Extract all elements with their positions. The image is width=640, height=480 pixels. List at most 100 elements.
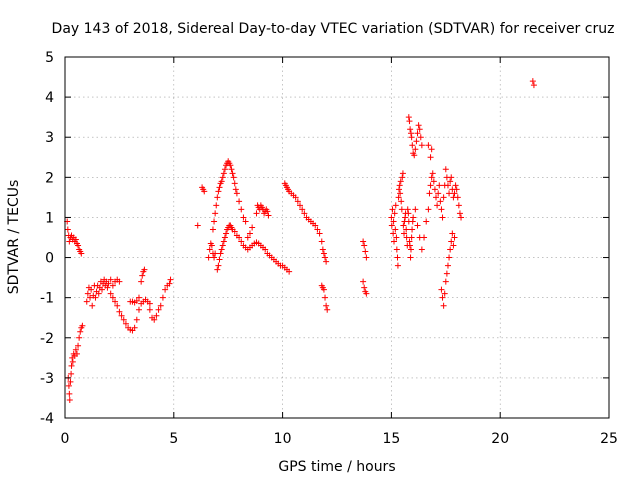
data-point: [438, 206, 445, 213]
data-point: [312, 222, 319, 229]
data-point: [431, 186, 438, 193]
data-point: [412, 146, 419, 153]
data-point: [213, 202, 220, 209]
data-point: [418, 246, 425, 253]
data-point: [393, 246, 400, 253]
data-point: [65, 382, 72, 389]
data-point: [122, 320, 129, 327]
data-point: [428, 146, 435, 153]
data-point: [447, 178, 454, 185]
data-point: [405, 210, 412, 217]
data-point: [406, 118, 413, 125]
data-point: [246, 230, 253, 237]
data-point: [76, 334, 83, 341]
y-tick-label: 4: [45, 90, 54, 106]
data-point: [446, 254, 453, 261]
data-point: [84, 290, 91, 297]
data-point: [322, 294, 329, 301]
data-point: [212, 250, 219, 257]
data-point: [221, 234, 228, 241]
data-point: [299, 206, 306, 213]
data-point: [218, 178, 225, 185]
data-point: [430, 178, 437, 185]
data-point: [444, 182, 451, 189]
data-point: [66, 238, 73, 245]
data-point: [216, 256, 223, 263]
data-point: [223, 230, 230, 237]
data-point: [401, 230, 408, 237]
data-point: [214, 266, 221, 273]
data-point: [230, 174, 237, 181]
data-point: [450, 242, 457, 249]
data-point: [443, 270, 450, 277]
data-point: [109, 294, 116, 301]
data-point: [423, 218, 430, 225]
data-point: [301, 210, 308, 217]
data-point: [363, 254, 370, 261]
data-point: [92, 294, 99, 301]
data-point: [394, 262, 401, 269]
data-point: [73, 350, 80, 357]
data-point: [220, 170, 227, 177]
data-point: [120, 316, 127, 323]
data-point: [231, 228, 238, 235]
data-point: [391, 210, 398, 217]
data-point: [253, 210, 260, 217]
data-point: [399, 170, 406, 177]
data-point: [405, 114, 412, 121]
data-point: [162, 286, 169, 293]
data-point: [146, 300, 153, 307]
data-point: [219, 242, 226, 249]
data-point: [421, 234, 428, 241]
data-point: [221, 166, 228, 173]
data-point: [396, 186, 403, 193]
chart-title: Day 143 of 2018, Sidereal Day-to-day VTE…: [52, 21, 615, 37]
data-point: [153, 312, 160, 319]
data-point: [265, 212, 272, 219]
x-tick-label: 10: [274, 431, 292, 447]
data-point: [411, 152, 418, 159]
x-tick-label: 5: [169, 431, 178, 447]
data-point: [393, 234, 400, 241]
data-point: [388, 222, 395, 229]
data-point: [141, 266, 148, 273]
data-point: [151, 316, 158, 323]
data-point: [399, 174, 406, 181]
data-point: [427, 154, 434, 161]
y-tick-label: 3: [45, 130, 54, 146]
data-point: [429, 170, 436, 177]
data-point: [219, 174, 226, 181]
data-point: [201, 188, 208, 195]
data-point: [442, 278, 449, 285]
data-point: [159, 294, 166, 301]
data-point: [361, 284, 368, 291]
data-point: [361, 242, 368, 249]
y-tick-label: -4: [40, 411, 54, 427]
data-point: [530, 82, 537, 89]
x-tick-label: 15: [382, 431, 400, 447]
data-point: [88, 286, 95, 293]
data-point: [218, 246, 225, 253]
data-point: [212, 210, 219, 217]
data-point: [66, 396, 73, 403]
data-point: [456, 210, 463, 217]
x-tick-label: 0: [61, 431, 70, 447]
data-point: [404, 206, 411, 213]
data-point: [294, 198, 301, 205]
data-point: [75, 342, 82, 349]
data-point: [135, 306, 142, 313]
data-points: [64, 78, 537, 403]
data-point: [116, 278, 123, 285]
data-point: [316, 230, 323, 237]
data-point: [95, 290, 102, 297]
data-point: [67, 378, 74, 385]
y-tick-label: 5: [45, 50, 54, 66]
data-point: [217, 250, 224, 257]
data-point: [112, 298, 119, 305]
data-point: [397, 178, 404, 185]
data-point: [72, 346, 79, 353]
data-point: [220, 238, 227, 245]
data-point: [242, 218, 249, 225]
data-point: [208, 242, 215, 249]
y-tick-label: 0: [45, 251, 54, 267]
